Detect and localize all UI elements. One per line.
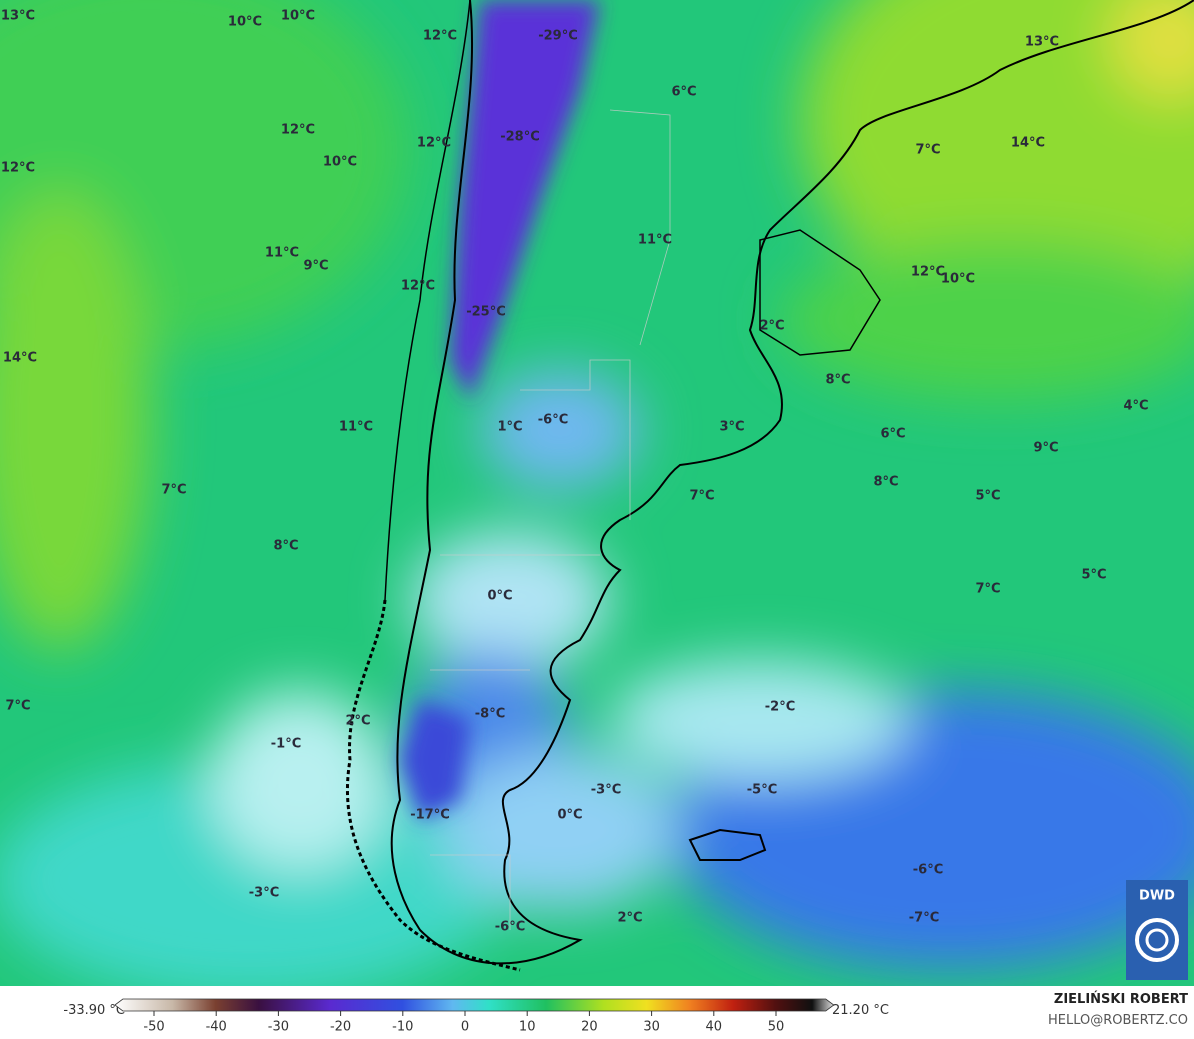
colorbar-tick-label: 30 [643,1020,660,1035]
temperature-label: -1°C [271,737,301,752]
temperature-label: 14°C [3,351,37,366]
temperature-label: 11°C [638,233,672,248]
temperature-label: 2°C [345,714,370,729]
temperature-label: 9°C [1033,441,1058,456]
colorbar-tick-label: -10 [392,1020,413,1035]
temperature-label: 10°C [281,9,315,24]
temperature-label: 7°C [689,489,714,504]
logo-text: DWD [1139,889,1175,904]
temperature-label: 8°C [873,475,898,490]
temperature-label: 12°C [911,265,945,280]
colorbar-min: -33.90 °C [63,1003,125,1018]
borders [430,109,671,930]
temperature-label: 3°C [719,420,744,435]
temperature-label: 0°C [557,808,582,823]
temperature-label: -29°C [538,29,578,44]
temperature-label: -6°C [913,863,943,878]
temperature-label: 7°C [5,699,30,714]
colorbar-tick-label: 10 [519,1020,536,1035]
contact: HELLO@ROBERTZ.CO [1048,1013,1188,1028]
temperature-label: 1°C [497,420,522,435]
temperature-label: 12°C [423,29,457,44]
temperature-label: 12°C [417,136,451,151]
colorbar-tick-label: -50 [143,1020,164,1035]
temperature-label: 10°C [228,15,262,30]
falklands [688,828,767,861]
temperature-label: 11°C [265,246,299,261]
temperature-label: -25°C [466,305,506,320]
temperature-label: 14°C [1011,136,1045,151]
temperature-label: 4°C [1123,399,1148,414]
temperature-label: 6°C [880,427,905,442]
colorbar-tick-label: -20 [330,1020,351,1035]
colorbar-max: 21.20 °C [832,1003,889,1018]
temperature-label: 6°C [671,85,696,100]
temperature-label: 7°C [161,483,186,498]
author: ZIELIŃSKI ROBERT [1054,991,1188,1007]
temperature-field [0,0,1194,986]
temperature-label: 11°C [339,420,373,435]
coastline [390,0,1194,965]
temperature-label: 12°C [281,123,315,138]
colorbar-tick-label: -40 [206,1020,227,1035]
temperature-label: 10°C [323,155,357,170]
temperature-label: -2°C [765,700,795,715]
pacific-coast [384,0,471,601]
colorbar [114,998,835,1012]
temperature-label: 12°C [1,161,35,176]
logo-icon [1145,928,1169,952]
temperature-label: -6°C [538,413,568,428]
temperature-label: 8°C [273,539,298,554]
temperature-label: 2°C [617,911,642,926]
temperature-label: 10°C [941,272,975,287]
fjord-coast [346,599,521,972]
temperature-label: 7°C [915,143,940,158]
temperature-label: -8°C [475,707,505,722]
temperature-label: 5°C [975,489,1000,504]
temperature-label: 7°C [975,582,1000,597]
temperature-label: 9°C [303,259,328,274]
uruguay [759,229,881,356]
temperature-label: 12°C [401,279,435,294]
colorbar-tick-label: 50 [768,1020,785,1035]
colorbar-tick-label: 40 [706,1020,723,1035]
temperature-label: -28°C [500,130,540,145]
temperature-label: -7°C [909,911,939,926]
temperature-label: -3°C [249,886,279,901]
temperature-label: 13°C [1025,35,1059,50]
temperature-label: -6°C [495,920,525,935]
colorbar-tick-label: 20 [581,1020,598,1035]
temperature-label: -17°C [410,808,450,823]
temperature-label: 0°C [487,589,512,604]
temperature-label: 13°C [1,9,35,24]
colorbar-tick-label: -30 [268,1020,289,1035]
logo-icon [1135,918,1179,962]
temperature-label: -3°C [591,783,621,798]
temperature-label: 2°C [759,319,784,334]
temperature-label: 8°C [825,373,850,388]
temperature-label: 5°C [1081,568,1106,583]
temperature-label: -5°C [747,783,777,798]
colorbar-tick-label: 0 [461,1020,469,1035]
